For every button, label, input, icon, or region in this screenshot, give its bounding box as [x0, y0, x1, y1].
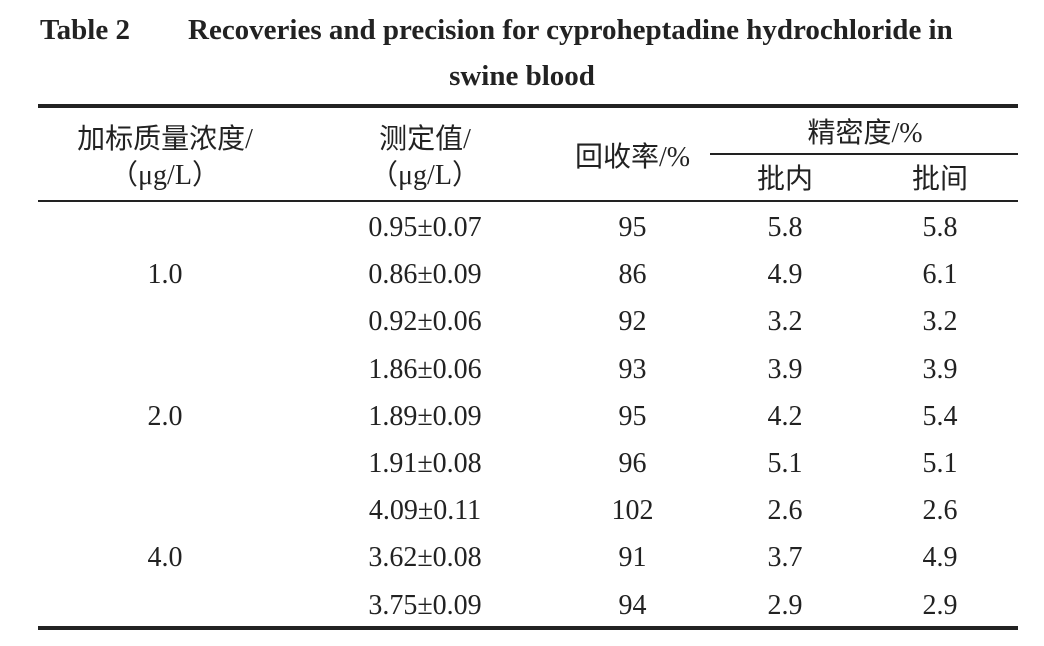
cell-intra: 3.9: [767, 353, 803, 385]
cell-inter: 5.4: [922, 400, 958, 432]
cell-spiked: 2.0: [147, 400, 183, 432]
cell-recovery: 95: [618, 212, 647, 243]
cell-measured: 1.89±0.09: [368, 400, 482, 432]
header-precision: 精密度/%: [807, 118, 923, 149]
cell-inter: 2.6: [922, 495, 958, 527]
cell-intra: 2.6: [767, 495, 803, 527]
cell-intra: 5.1: [767, 448, 803, 479]
table-title-line2: swine blood: [449, 60, 595, 92]
cell-measured: 3.62±0.08: [368, 542, 482, 574]
cell-measured: 0.92±0.06: [368, 306, 482, 338]
header-rule: [38, 200, 1018, 202]
cell-measured: 4.09±0.11: [368, 495, 482, 527]
cell-intra: 4.9: [767, 259, 803, 291]
cell-measured: 0.86±0.09: [368, 259, 482, 291]
cell-intra: 3.2: [767, 306, 803, 338]
table-title-line1: Recoveries and precision for cyproheptad…: [188, 14, 953, 46]
cell-spiked: 1.0: [147, 259, 183, 291]
cell-intra: 3.7: [767, 542, 803, 574]
header-measured-line1: 测定值/: [379, 124, 471, 155]
precision-subrule: [710, 153, 1018, 155]
cell-spiked: 4.0: [147, 542, 183, 574]
cell-inter: 6.1: [922, 259, 958, 291]
cell-measured: 0.95±0.07: [368, 212, 482, 243]
cell-recovery: 86: [618, 259, 647, 291]
cell-inter: 5.1: [922, 448, 958, 479]
cell-recovery: 92: [618, 306, 647, 338]
cell-recovery: 102: [611, 495, 654, 527]
cell-inter: 2.9: [922, 589, 958, 621]
cell-recovery: 95: [618, 400, 647, 432]
cell-measured: 1.91±0.08: [368, 448, 482, 479]
cell-inter: 4.9: [922, 542, 958, 574]
top-rule: [38, 104, 1018, 108]
header-spiked-line1: 加标质量浓度/: [77, 124, 253, 155]
table-label: Table 2: [40, 14, 130, 46]
header-recovery: 回收率/%: [574, 142, 691, 173]
cell-measured: 1.86±0.06: [368, 353, 482, 385]
header-measured-line2: （μg/L）: [370, 160, 480, 191]
cell-intra: 5.8: [767, 212, 803, 243]
cell-recovery: 96: [618, 448, 647, 479]
bottom-rule: [38, 626, 1018, 630]
cell-intra: 2.9: [767, 589, 803, 621]
table-caption: Table 2 Recoveries and precision for cyp…: [40, 8, 1030, 52]
cell-recovery: 91: [618, 542, 647, 574]
cell-inter: 5.8: [922, 212, 958, 243]
cell-inter: 3.9: [922, 353, 958, 385]
cell-recovery: 94: [618, 589, 647, 621]
cell-measured: 3.75±0.09: [368, 589, 482, 621]
cell-inter: 3.2: [922, 306, 958, 338]
cell-recovery: 93: [618, 353, 647, 385]
header-spiked-line2: （μg/L）: [110, 160, 220, 191]
header-intra: 批内: [756, 164, 813, 195]
header-inter: 批间: [911, 164, 968, 195]
cell-intra: 4.2: [767, 400, 803, 432]
